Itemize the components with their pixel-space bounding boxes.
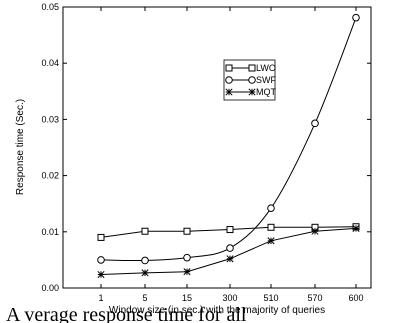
y-tick-label: 0.05 [41,2,59,12]
x-tick-label: 1 [98,293,103,303]
y-tick-label: 0.04 [41,58,59,68]
circle-marker [97,256,105,264]
y-tick-label: 0.00 [41,283,59,293]
square-marker [183,227,191,235]
circle-marker [226,244,234,252]
square-marker [141,227,149,235]
series-swf [97,13,360,265]
x-axis-label: Window size (in sec.) with the majority … [109,305,325,316]
x-tick-label: 570 [307,293,322,303]
asterisk-marker [248,88,256,96]
square-marker [97,233,105,241]
circle-marker [352,13,360,22]
asterisk-marker [352,224,360,232]
y-axis-label: Response time (Sec.) [15,99,26,195]
y-tick-label: 0.01 [41,227,59,237]
asterisk-marker [311,227,319,235]
legend-label: MQT [256,87,276,97]
x-tick-label: 600 [348,293,363,303]
circle-marker [311,119,319,128]
plot-area [62,6,372,289]
square-marker [267,223,275,231]
y-tick-label: 0.03 [41,114,59,124]
series-lwo [97,223,360,241]
circle-marker [248,76,256,84]
square-marker [226,226,234,234]
series-layer [97,13,360,279]
legend-item-mqt: MQT [225,87,276,97]
asterisk-marker [183,268,191,276]
legend-item-lwo: LWO [225,63,276,73]
asterisk-marker [225,88,233,96]
asterisk-marker [267,237,275,245]
series-mqt [97,224,360,279]
square-marker [248,64,256,72]
x-tick-label: 5 [142,293,147,303]
legend: LWO SWF MQT [223,59,276,101]
legend-items: LWO SWF MQT [225,63,276,97]
legend-label: LWO [256,63,276,73]
x-axis-ticks: 1 5 15 300 510 570 600 [98,7,364,303]
legend-label: SWF [256,75,276,85]
circle-marker [267,204,275,212]
circle-marker [141,256,149,265]
y-tick-label: 0.02 [41,171,59,181]
x-tick-label: 510 [263,293,278,303]
asterisk-marker [97,270,105,279]
x-tick-label: 15 [182,293,192,303]
legend-item-swf: SWF [225,75,276,85]
circle-marker [183,253,191,262]
y-axis-ticks: 0.00 0.01 0.02 0.03 0.04 0.05 [41,2,371,293]
asterisk-marker [141,269,149,277]
caption-text: A verage response time for all [6,304,247,323]
circle-marker [225,76,233,84]
x-tick-label: 300 [222,293,237,303]
square-marker [225,64,233,72]
asterisk-marker [226,255,234,263]
